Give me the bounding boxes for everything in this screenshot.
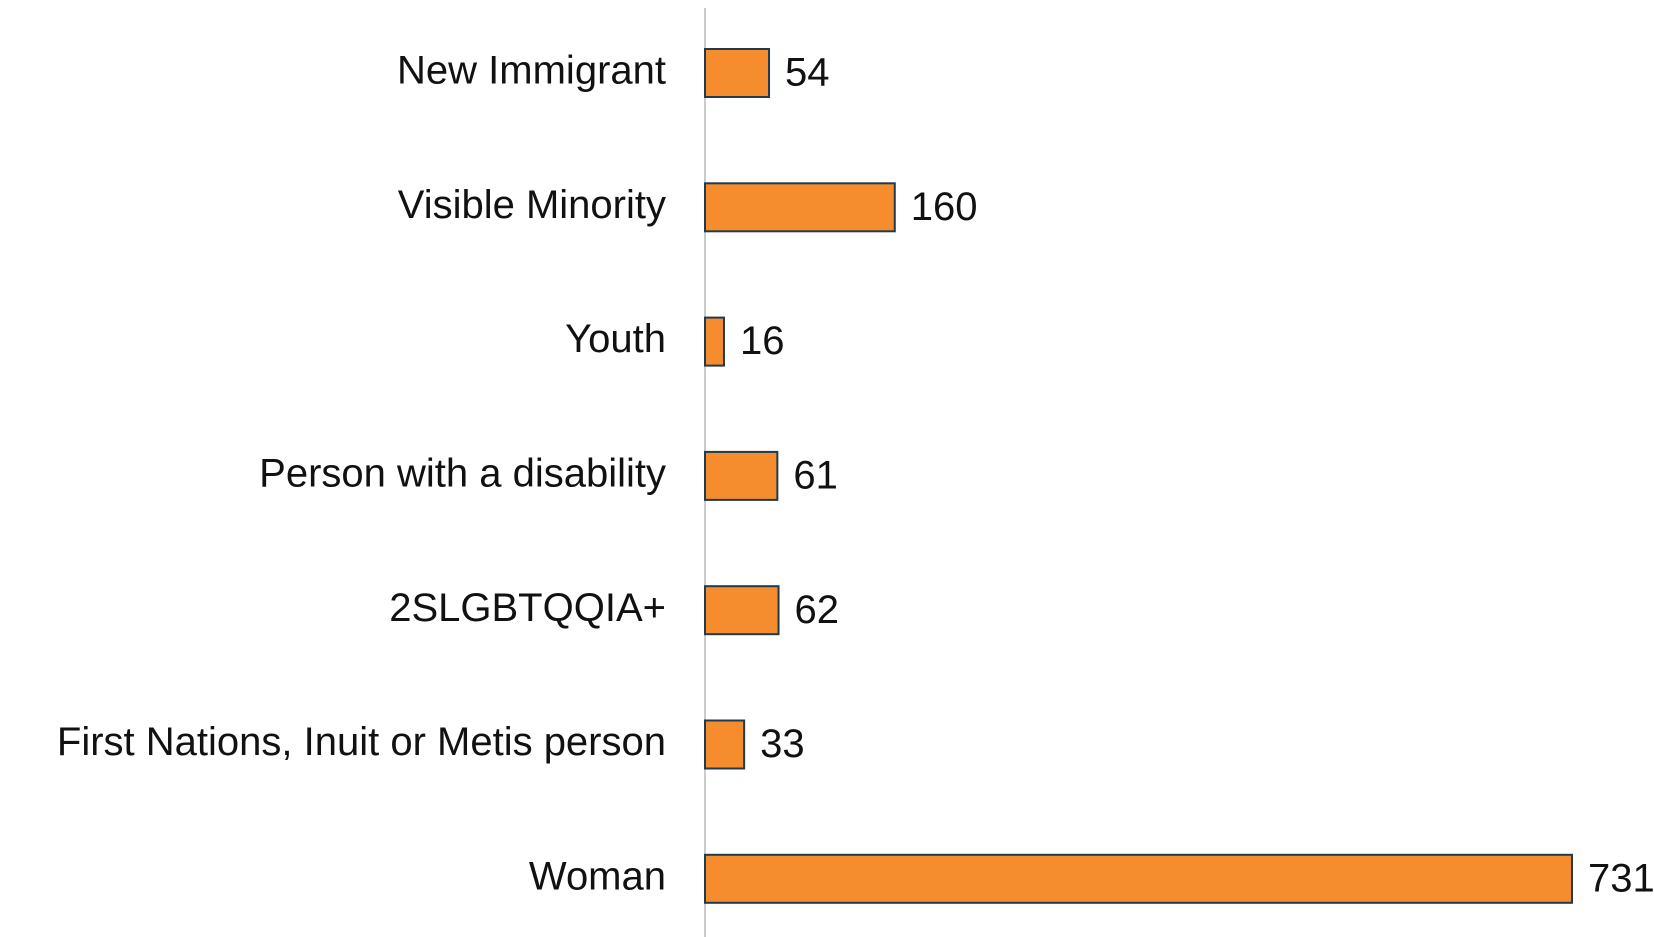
category-label: First Nations, Inuit or Metis person: [57, 720, 666, 764]
category-label: Visible Minority: [398, 183, 666, 227]
category-label: 2SLGBTQQIA+: [389, 586, 666, 630]
category-label: Woman: [529, 854, 666, 898]
category-label: New Immigrant: [397, 49, 666, 93]
value-label: 731: [1588, 856, 1654, 900]
category-label: Person with a disability: [259, 451, 666, 495]
value-label: 33: [760, 722, 805, 766]
value-label: 160: [911, 185, 978, 229]
bar: [704, 853, 1573, 904]
value-label: 61: [793, 453, 838, 497]
bar: [704, 182, 896, 233]
value-label: 62: [795, 588, 840, 632]
bar: [704, 316, 725, 367]
bar: [704, 48, 771, 98]
bar: [704, 450, 779, 501]
value-label: 16: [740, 319, 785, 363]
bar: [704, 585, 780, 636]
bar: [704, 719, 746, 770]
value-label: 54: [785, 51, 830, 95]
category-label: Youth: [565, 317, 666, 361]
